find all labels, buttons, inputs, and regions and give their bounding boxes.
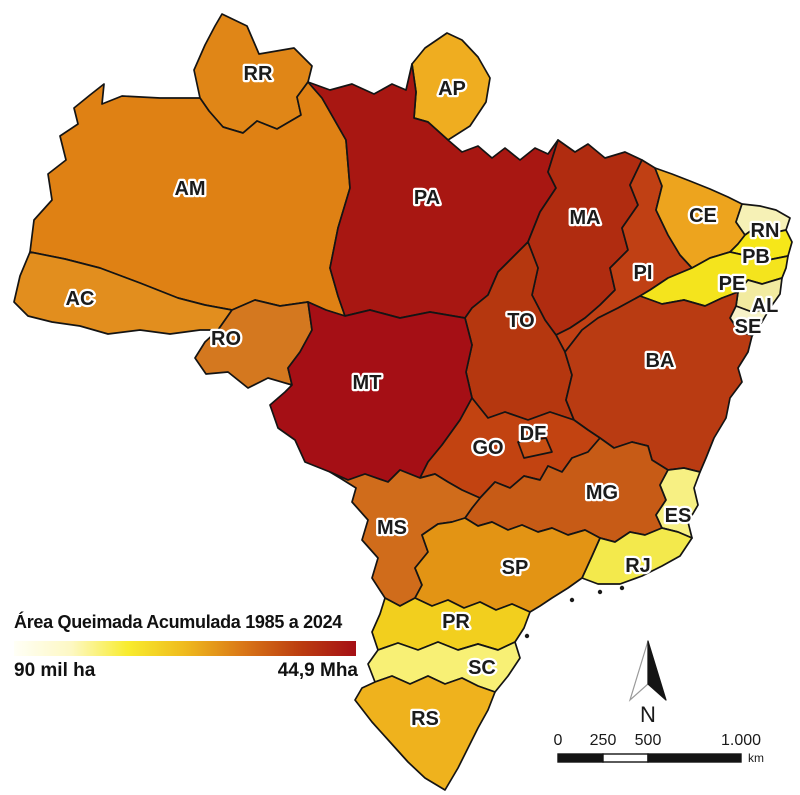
state-label-AM: AM — [174, 178, 205, 200]
state-label-MS: MS — [377, 517, 407, 539]
state-DF — [517, 437, 553, 459]
state-SP — [414, 517, 601, 613]
scale-tick-label: 250 — [590, 732, 617, 749]
state-label-CE: CE — [689, 205, 717, 227]
state-label-RR: RR — [244, 63, 273, 85]
state-label-BA: BA — [646, 350, 675, 372]
state-label-SE: SE — [735, 316, 762, 338]
legend-min-label: 90 mil ha — [14, 660, 96, 681]
scale-bar: 0 250 500 1.000 km — [554, 732, 764, 765]
state-label-RN: RN — [751, 220, 780, 242]
state-RJ — [581, 527, 693, 585]
legend-gradient-bar — [14, 641, 356, 656]
state-label-DF: DF — [520, 423, 547, 445]
state-label-AL: AL — [752, 295, 779, 317]
scale-tick-label: 500 — [635, 732, 662, 749]
scale-bar-segment — [647, 753, 742, 763]
island-dot — [619, 585, 625, 591]
state-AC — [13, 251, 233, 335]
scale-bar-segment — [602, 753, 649, 763]
state-label-ES: ES — [665, 505, 692, 527]
state-label-PR: PR — [442, 611, 470, 633]
state-label-AC: AC — [66, 288, 95, 310]
state-label-PI: PI — [634, 262, 653, 284]
scale-unit-label: km — [748, 751, 764, 765]
coastal-islands — [524, 585, 625, 639]
island-dot — [569, 597, 575, 603]
state-label-RO: RO — [211, 328, 241, 350]
compass-label: N — [640, 702, 656, 727]
north-arrow-icon: N — [628, 640, 667, 727]
state-label-AP: AP — [438, 78, 466, 100]
state-label-PE: PE — [719, 273, 746, 295]
state-label-SC: SC — [468, 657, 496, 679]
state-label-SP: SP — [502, 557, 529, 579]
scale-tick-label: 0 — [554, 732, 563, 749]
state-RS — [354, 675, 496, 791]
state-label-RS: RS — [411, 708, 439, 730]
state-label-TO: TO — [507, 310, 534, 332]
scale-bar-segment — [557, 753, 604, 763]
state-label-PA: PA — [414, 187, 440, 209]
states-layer — [13, 13, 793, 791]
state-label-RJ: RJ — [625, 555, 651, 577]
legend-max-label: 44,9 Mha — [277, 660, 358, 681]
legend: Área Queimada Acumulada 1985 a 2024 90 m… — [14, 612, 358, 682]
state-label-MA: MA — [569, 207, 600, 229]
state-label-MT: MT — [353, 372, 382, 394]
legend-title: Área Queimada Acumulada 1985 a 2024 — [14, 612, 343, 632]
scale-tick-label: 1.000 — [721, 732, 761, 749]
state-RO — [194, 299, 313, 389]
state-label-GO: GO — [472, 437, 503, 459]
island-dot — [597, 589, 603, 595]
island-dot — [524, 633, 530, 639]
legend-range: 90 mil ha 44,9 Mha — [14, 660, 358, 682]
state-label-PB: PB — [742, 246, 770, 268]
state-label-MG: MG — [586, 482, 618, 504]
